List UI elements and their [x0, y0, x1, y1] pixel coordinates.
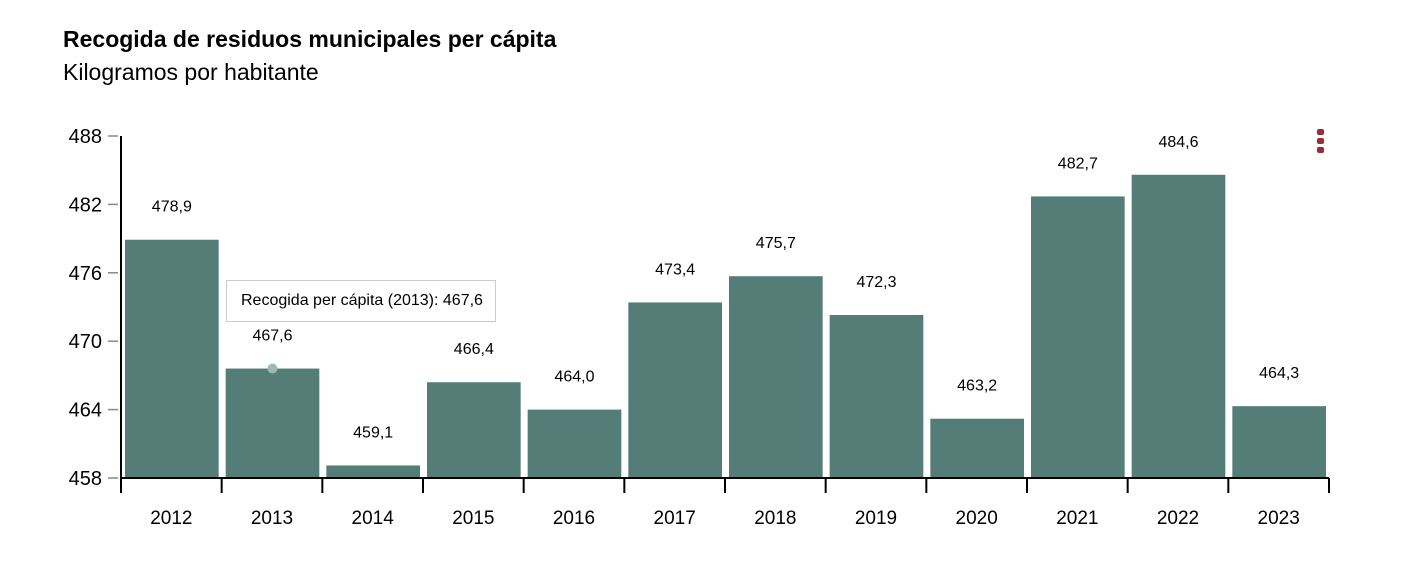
x-tick-label: 2019 [855, 508, 897, 529]
more-vertical-icon[interactable] [1317, 129, 1325, 156]
bar-2022 [1131, 174, 1226, 478]
data-label: 475,7 [756, 235, 796, 252]
hover-point [267, 363, 278, 374]
x-tick-label: 2013 [251, 508, 293, 529]
bar-2023 [1232, 406, 1326, 478]
x-tick-label: 2021 [1056, 508, 1098, 529]
chart-subtitle: Kilogramos por habitante [63, 59, 319, 85]
bar-2017 [628, 302, 722, 478]
tooltip: Recogida per cápita (2013): 467,6 [226, 280, 496, 322]
chart-title: Recogida de residuos municipales per cáp… [63, 26, 557, 52]
data-label: 484,6 [1158, 134, 1198, 151]
y-tick-label: 464 [69, 400, 102, 422]
data-label: 467,6 [252, 328, 292, 345]
data-label: 459,1 [353, 424, 393, 441]
data-label: 464,3 [1259, 365, 1299, 382]
x-tick-label: 2022 [1157, 508, 1199, 529]
data-label: 472,3 [856, 274, 896, 291]
data-label: 466,4 [454, 341, 494, 358]
data-label: 482,7 [1058, 155, 1098, 172]
bar-2015 [427, 382, 521, 478]
y-tick-label: 476 [69, 263, 102, 285]
x-tick-label: 2012 [150, 508, 192, 529]
bar-2020 [930, 418, 1024, 478]
bar-2018 [729, 276, 823, 478]
bar-2019 [829, 314, 924, 478]
y-tick-label: 488 [69, 126, 102, 148]
y-tick-label: 458 [69, 468, 102, 490]
bar-2014 [326, 465, 420, 478]
x-tick-label: 2020 [956, 508, 998, 529]
data-label: 478,9 [152, 199, 192, 216]
bar-2021 [1031, 196, 1125, 479]
y-tick-label: 482 [69, 194, 102, 216]
data-label: 463,2 [957, 378, 997, 395]
data-label: 464,0 [554, 369, 594, 386]
data-label: 473,4 [655, 261, 695, 278]
x-tick-label: 2018 [754, 508, 796, 529]
x-tick-label: 2016 [553, 508, 595, 529]
x-tick-label: 2023 [1258, 508, 1300, 529]
bar-2012 [125, 239, 219, 478]
bar-2016 [527, 409, 622, 478]
x-tick-label: 2014 [352, 508, 395, 529]
x-tick-label: 2015 [452, 508, 494, 529]
bar-2013 [225, 368, 320, 478]
y-tick-label: 470 [69, 331, 102, 353]
x-tick-label: 2017 [654, 508, 696, 529]
